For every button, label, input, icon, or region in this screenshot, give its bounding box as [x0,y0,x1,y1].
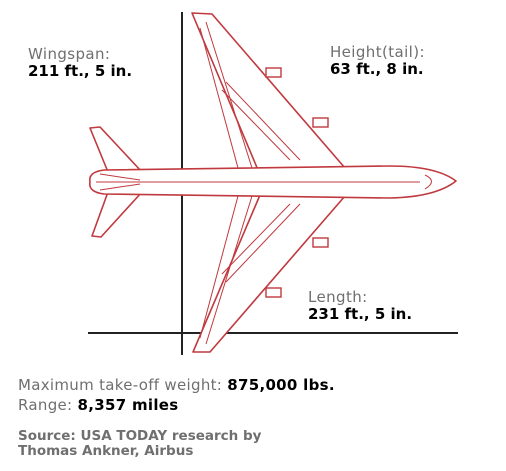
source-credit: Source: USA TODAY research by Thomas Ank… [18,429,261,459]
engine-inner-upper [312,117,329,128]
engine-outer-lower [265,287,282,298]
length-value: 231 ft., 5 in. [308,305,413,323]
length-name: Length: [308,288,368,306]
wingspan-value: 211 ft., 5 in. [28,62,133,80]
engine-inner-lower [312,237,329,248]
upper-stabilizer [89,126,143,173]
source-line-1: Source: USA TODAY research by [18,428,262,444]
source-line-2: Thomas Ankner, Airbus [18,443,194,459]
lower-wing [192,194,346,353]
engines [265,67,329,298]
wingspan-label: Wingspan: 211 ft., 5 in. [28,46,132,80]
airplane-details [96,21,432,345]
height-value: 63 ft., 8 in. [330,60,424,78]
range-label: Range: [18,396,73,414]
weight-stat: Maximum take-off weight: 875,000 lbs. [18,376,335,394]
lower-stabilizer [91,191,143,238]
engine-outer-upper [265,67,282,78]
airplane-outline [88,12,457,353]
height-label: Height(tail): 63 ft., 8 in. [330,44,425,78]
length-label: Length: 231 ft., 5 in. [308,289,412,323]
upper-wing [191,12,346,171]
weight-value: 875,000 lbs. [227,376,335,394]
height-name: Height(tail): [330,43,425,61]
wingspan-name: Wingspan: [28,45,111,63]
range-value: 8,357 miles [77,396,179,414]
weight-label: Maximum take-off weight: [18,376,223,394]
range-stat: Range: 8,357 miles [18,396,178,414]
